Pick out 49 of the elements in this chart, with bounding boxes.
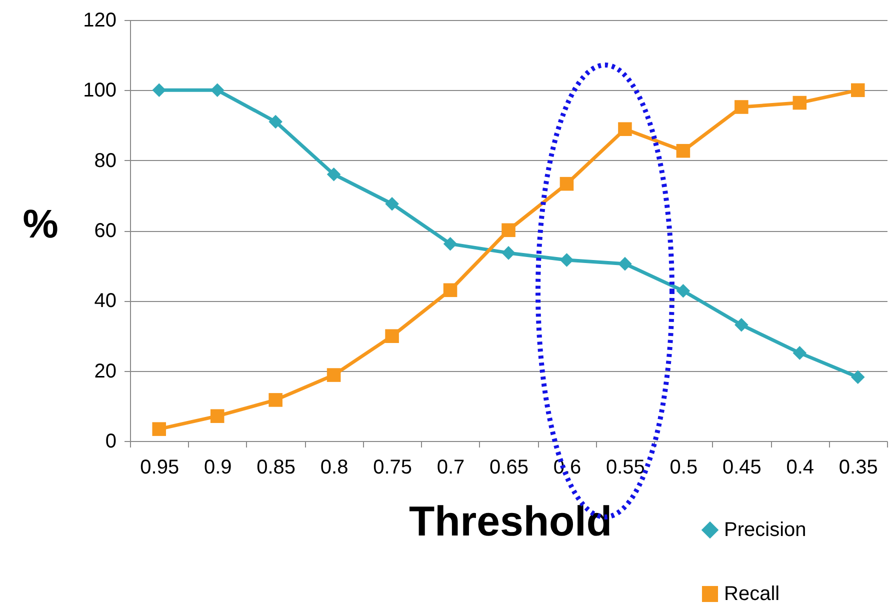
legend-label: Recall <box>724 583 780 605</box>
point <box>560 253 574 267</box>
x-tick-label: 0.75 <box>373 456 412 478</box>
y-tick-label: 120 <box>83 10 116 32</box>
point <box>792 346 807 360</box>
x-tick-label: 0.5 <box>670 456 698 478</box>
point <box>152 422 166 436</box>
x-tick-label: 0.9 <box>204 456 232 478</box>
point <box>268 393 282 407</box>
x-tick-label: 0.45 <box>722 456 762 478</box>
point <box>850 83 865 98</box>
y-tick-label: 0 <box>105 430 116 452</box>
x-tick-label: 0.55 <box>606 456 645 478</box>
point <box>734 100 748 114</box>
y-tick-label: 40 <box>94 290 116 312</box>
point <box>385 196 399 211</box>
y-tick-label: 60 <box>94 220 116 242</box>
point <box>560 176 574 191</box>
x-tick-label: 0.4 <box>786 456 814 478</box>
point <box>210 409 224 423</box>
point <box>443 283 458 298</box>
point <box>326 368 341 382</box>
point <box>210 83 224 98</box>
point <box>618 122 632 136</box>
point <box>152 83 166 98</box>
y-axis-title: % <box>22 202 58 246</box>
point <box>850 370 865 384</box>
y-tick-label: 20 <box>94 360 116 382</box>
point <box>676 284 690 298</box>
x-axis-title: Threshold <box>408 498 612 544</box>
point <box>734 318 748 332</box>
y-tick-label: 80 <box>94 150 116 172</box>
x-tick-label: 0.35 <box>838 456 878 478</box>
point <box>385 329 399 343</box>
point <box>618 256 632 271</box>
legend-label: Precision <box>724 519 806 541</box>
point <box>676 144 690 158</box>
point <box>326 167 341 182</box>
x-tick-label: 0.8 <box>320 456 348 478</box>
point <box>443 236 458 251</box>
y-tick-label: 100 <box>83 80 116 102</box>
point <box>502 223 516 238</box>
x-tick-label: 0.85 <box>256 456 296 478</box>
x-tick-label: 0.95 <box>140 456 180 478</box>
x-tick-label: 0.65 <box>490 456 528 478</box>
point <box>502 246 516 260</box>
point <box>268 114 282 129</box>
x-tick-label: 0.7 <box>436 456 465 478</box>
point <box>792 96 807 110</box>
